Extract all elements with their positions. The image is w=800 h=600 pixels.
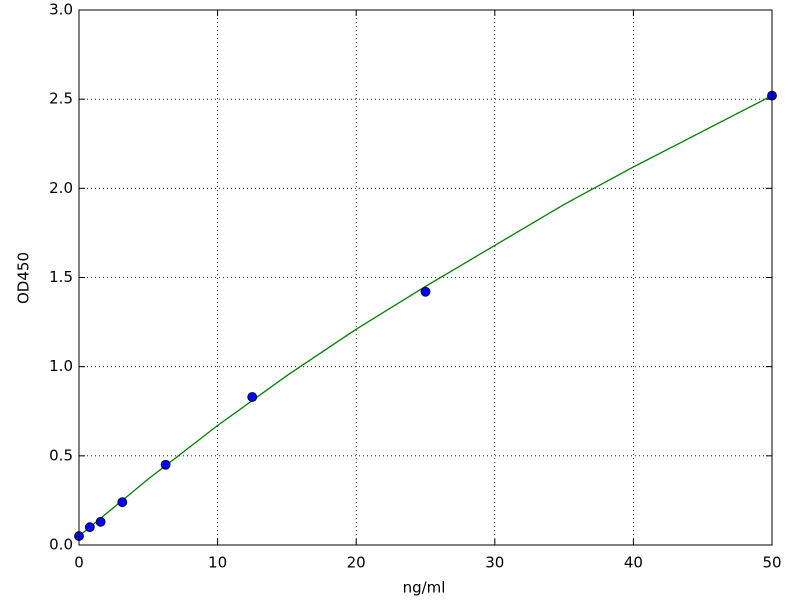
data-point: [247, 392, 258, 402]
y-axis-label: OD450: [15, 252, 33, 304]
data-point: [420, 286, 431, 297]
fit-line: [78, 95, 773, 537]
plot-frame: [78, 9, 773, 546]
data-point: [117, 497, 128, 508]
x-tick-label: 30: [485, 554, 504, 572]
y-tick-label: 0.5: [49, 446, 73, 464]
x-tick-label: 0: [74, 554, 84, 572]
x-tick-label: 20: [347, 554, 366, 572]
y-tick-label: 2.5: [49, 90, 73, 108]
data-point: [84, 522, 95, 533]
data-point: [160, 459, 171, 470]
y-tick-label: 1.0: [49, 357, 73, 375]
y-tick-label: 2.0: [49, 179, 73, 197]
data-point: [95, 516, 106, 527]
x-tick-label: 50: [762, 554, 781, 572]
y-tick-label: 3.0: [49, 1, 73, 19]
x-axis-label: ng/ml: [403, 579, 446, 597]
y-tick-label: 1.5: [49, 268, 73, 286]
x-tick-label: 10: [208, 554, 227, 572]
x-tick-label: 40: [624, 554, 643, 572]
y-tick-label: 0.0: [49, 536, 73, 554]
